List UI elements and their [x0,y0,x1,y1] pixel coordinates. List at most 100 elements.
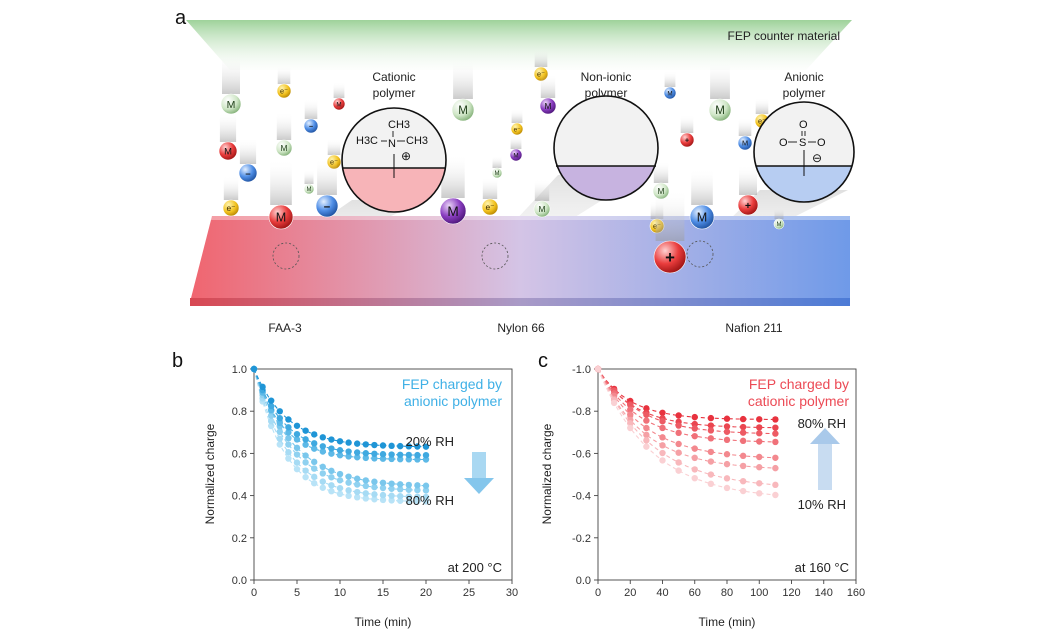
b-data-point [405,497,412,505]
b-data-point [379,496,387,504]
b-xtick-label: 30 [506,587,518,599]
c-data-point [723,475,731,482]
particle-metal: M [533,179,551,218]
particle-label: – [309,122,313,131]
c-data-point [691,432,698,440]
particle-label: M [697,211,708,225]
c-ytick-label: -0.8 [572,406,591,418]
b-xtick-label: 10 [334,587,346,599]
b-data-point [362,490,369,497]
b-data-point [379,491,387,499]
c-data-point [627,411,634,418]
b-data-point [293,430,301,438]
b-data-point [422,487,430,494]
b-data-point [259,383,266,391]
c-data-point [643,431,650,439]
c-data-point [643,405,650,412]
b-data-point [371,483,378,491]
b-data-point [268,402,275,410]
c-annotation-bottom: 10% RH [798,497,846,512]
panel-c: c 0 20 40 60 80 100 120 140 160 -1.0 -0.8 -0.6 -0.4 -… [538,350,865,629]
b-data-point [293,465,301,473]
b-data-point [371,450,378,457]
b-data-point [311,458,318,466]
c-data-point [756,416,763,423]
c-data-point [643,437,650,444]
contact-site-cationic [272,242,300,270]
b-data-point [362,441,369,448]
b-data-point [362,450,369,457]
b-data-point [285,449,292,456]
chem-minus: ⊖ [812,151,822,165]
b-rh-arrow [464,452,494,494]
c-data-point [659,434,666,441]
c-condition: at 160 °C [795,560,849,575]
b-data-point [414,498,421,505]
c-ylabel: Normalized charge [540,423,554,524]
b-data-point [319,448,326,455]
c-data-point [756,453,763,461]
c-data-point [675,449,682,456]
particle-label: M [539,204,546,214]
c-data-point [739,437,747,445]
c-data-point [707,435,715,442]
particle-label: M [495,171,500,177]
b-data-point [414,451,421,459]
material-name-faa3: FAA-3 [268,321,302,335]
b-data-point [302,473,309,481]
c-data-point [772,454,779,461]
b-data-point [276,419,283,427]
b-data-point [422,498,430,505]
chem-plus: ⊕ [401,149,411,163]
b-data-point [311,440,318,447]
b-data-point [319,443,326,450]
b-data-point [276,408,283,415]
c-xtick-label: 160 [847,587,865,599]
c-data-point [772,464,779,472]
b-data-point [405,443,412,450]
b-data-point [388,485,395,492]
c-data-point [643,424,650,432]
particle-cation: + [653,189,687,274]
c-fit-line [597,368,776,459]
c-data-point [707,471,715,478]
c-data-point [772,416,779,423]
c-data-point [723,460,731,468]
b-data-point [285,441,292,448]
c-data-point [723,436,731,444]
b-xtick-label: 25 [463,587,475,599]
particle-electron: e⁻ [222,176,240,217]
c-data-point [627,406,634,413]
panel-b-label: b [172,350,183,372]
chem-o-left: O [779,137,788,149]
material-name-nylon66: Nylon 66 [497,321,545,335]
c-data-point [739,429,747,436]
b-ytick-label: 0.8 [232,406,247,418]
c-data-point [739,452,747,460]
panel-a-label: a [175,7,187,29]
b-data-point [354,494,361,501]
c-data-point [723,415,731,422]
b-title-line2: anionic polymer [404,393,502,409]
c-xtick-label: 140 [815,587,833,599]
panel-c-label: c [538,350,548,372]
particle-label: M [447,204,458,219]
b-data-point [285,434,292,442]
c-data-point [756,424,763,431]
particle-label: M [742,139,748,148]
polymer-surface [190,216,850,302]
b-data-point [354,475,361,482]
chem-s: S [799,137,806,149]
c-xlabel: Time (min) [699,615,756,629]
particle-anion: – [303,99,319,134]
particle-label: M [715,105,725,117]
b-xtick-label: 20 [420,587,432,599]
c-ytick-label: -0.4 [572,491,591,503]
c-fit-line [597,368,776,469]
b-data-point [302,459,309,466]
b-data-point [276,428,283,436]
particle-label: + [665,248,675,267]
chem-h3c: H3C [356,135,378,147]
particle-label: – [245,168,250,179]
